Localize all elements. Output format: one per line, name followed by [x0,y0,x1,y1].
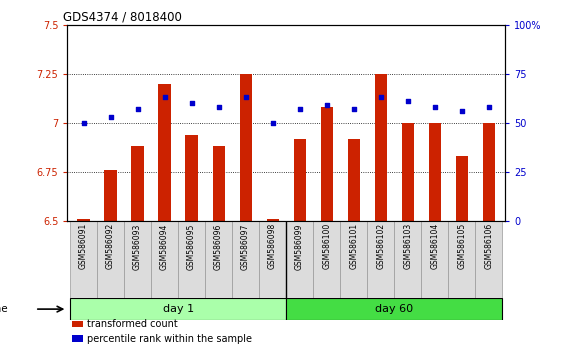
Text: GSM586106: GSM586106 [484,223,493,269]
Text: time: time [0,304,8,314]
Point [187,101,196,106]
FancyBboxPatch shape [151,221,178,298]
Bar [293,138,306,221]
Bar [456,156,468,221]
Point [106,114,115,120]
Bar [213,146,224,221]
Text: percentile rank within the sample: percentile rank within the sample [87,334,252,344]
FancyBboxPatch shape [124,221,151,298]
Bar [320,107,333,221]
Point [430,104,439,110]
FancyBboxPatch shape [475,221,502,298]
FancyBboxPatch shape [259,221,286,298]
Bar [186,135,197,221]
Point [457,108,466,114]
Text: GSM586100: GSM586100 [322,223,331,269]
Bar [482,123,495,221]
FancyBboxPatch shape [70,221,97,298]
Point [322,102,331,108]
Text: GSM586105: GSM586105 [457,223,466,269]
Bar [72,336,82,342]
Text: GSM586101: GSM586101 [349,223,358,269]
Point [484,104,493,110]
Text: GSM586097: GSM586097 [241,223,250,269]
Bar [266,219,279,221]
Text: GSM586092: GSM586092 [106,223,115,269]
Point [79,120,88,126]
Bar [131,146,144,221]
FancyBboxPatch shape [178,221,205,298]
Text: GSM586096: GSM586096 [214,223,223,269]
Bar [402,123,413,221]
Text: day 60: day 60 [375,304,413,314]
Text: GSM586104: GSM586104 [430,223,439,269]
FancyBboxPatch shape [367,221,394,298]
Point [403,98,412,104]
Text: GSM586094: GSM586094 [160,223,169,269]
Bar [72,321,82,327]
Point [376,95,385,100]
Point [241,95,250,100]
Bar [104,170,117,221]
Bar [375,74,387,221]
FancyBboxPatch shape [97,221,124,298]
Point [268,120,277,126]
FancyBboxPatch shape [313,221,340,298]
Point [295,106,304,112]
Bar [159,84,171,221]
Bar [70,298,286,320]
Text: GSM586093: GSM586093 [133,223,142,269]
Bar [77,219,90,221]
Point [349,106,358,112]
Point [160,95,169,100]
Bar [240,74,252,221]
Text: day 1: day 1 [163,304,194,314]
FancyBboxPatch shape [232,221,259,298]
FancyBboxPatch shape [448,221,475,298]
Bar [429,123,441,221]
Text: GSM586099: GSM586099 [295,223,304,269]
Text: GSM586102: GSM586102 [376,223,385,269]
Text: GSM586103: GSM586103 [403,223,412,269]
FancyBboxPatch shape [340,221,367,298]
FancyBboxPatch shape [286,221,313,298]
Bar [348,138,360,221]
FancyBboxPatch shape [421,221,448,298]
Text: GSM586091: GSM586091 [79,223,88,269]
Bar [286,298,502,320]
Text: GDS4374 / 8018400: GDS4374 / 8018400 [63,11,182,24]
Text: transformed count: transformed count [87,319,178,329]
Point [133,106,142,112]
Point [214,104,223,110]
Text: GSM586098: GSM586098 [268,223,277,269]
Text: GSM586095: GSM586095 [187,223,196,269]
FancyBboxPatch shape [394,221,421,298]
FancyBboxPatch shape [205,221,232,298]
